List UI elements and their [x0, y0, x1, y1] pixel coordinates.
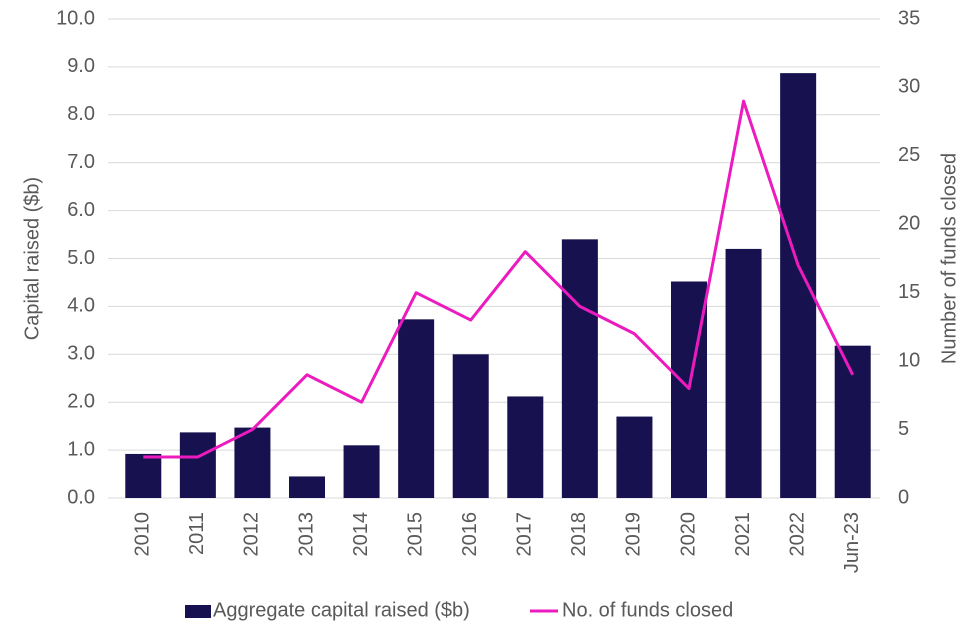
y2-tick-label: 10 [898, 349, 920, 371]
x-tick-label: 2018 [568, 512, 590, 557]
y-tick-label: 10.0 [56, 7, 95, 29]
y-axis-title: Capital raised ($b) [21, 177, 43, 340]
bar [179, 432, 216, 498]
y2-tick-label: 20 [898, 213, 920, 235]
x-tick-label: 2015 [404, 512, 426, 557]
y-tick-label: 2.0 [67, 390, 95, 412]
y-tick-label: 8.0 [67, 103, 95, 125]
y-tick-label: 3.0 [67, 343, 95, 365]
y2-tick-label: 25 [898, 144, 920, 166]
bar [834, 345, 871, 498]
bar [452, 354, 489, 498]
legend-label: No. of funds closed [562, 599, 733, 621]
bar [780, 73, 817, 498]
bar [616, 416, 653, 498]
legend-label: Aggregate capital raised ($b) [213, 599, 470, 621]
x-tick-label: 2011 [186, 512, 208, 555]
line [143, 99, 855, 459]
x-tick-label: 2012 [241, 512, 263, 557]
y-tick-label: 4.0 [67, 295, 95, 317]
y-tick-label: 7.0 [67, 151, 95, 173]
bar [725, 248, 762, 498]
x-tick-label: Jun-23 [841, 512, 863, 573]
bar [507, 396, 544, 498]
x-tick-label: 2017 [514, 512, 536, 557]
x-tick-label: 2022 [786, 512, 808, 557]
y-tick-label: 0.0 [67, 486, 95, 508]
bar [125, 453, 162, 498]
x-tick-label: 2016 [459, 512, 481, 557]
y2-tick-label: 0 [898, 486, 909, 508]
y2-axis-title: Number of funds closed [938, 153, 960, 364]
y-tick-label: 1.0 [67, 438, 95, 460]
y2-tick-label: 35 [898, 7, 920, 29]
x-tick-label: 2021 [732, 512, 754, 557]
bar [288, 476, 326, 498]
bar [343, 445, 380, 498]
y-tick-label: 9.0 [67, 55, 95, 77]
bar [561, 239, 598, 498]
x-tick-label: 2020 [677, 512, 699, 557]
y2-tick-label: 15 [898, 281, 920, 303]
x-tick-label: 2010 [132, 512, 154, 557]
x-tick-label: 2013 [295, 512, 317, 557]
bar [234, 427, 271, 498]
y2-tick-label: 5 [898, 418, 909, 440]
legend-swatch [185, 605, 211, 618]
x-tick-label: 2019 [623, 512, 645, 557]
y-tick-label: 6.0 [67, 199, 95, 221]
y-tick-label: 5.0 [67, 247, 95, 269]
y2-tick-label: 30 [898, 76, 920, 98]
x-tick-label: 2014 [350, 512, 372, 557]
bar [398, 319, 435, 498]
